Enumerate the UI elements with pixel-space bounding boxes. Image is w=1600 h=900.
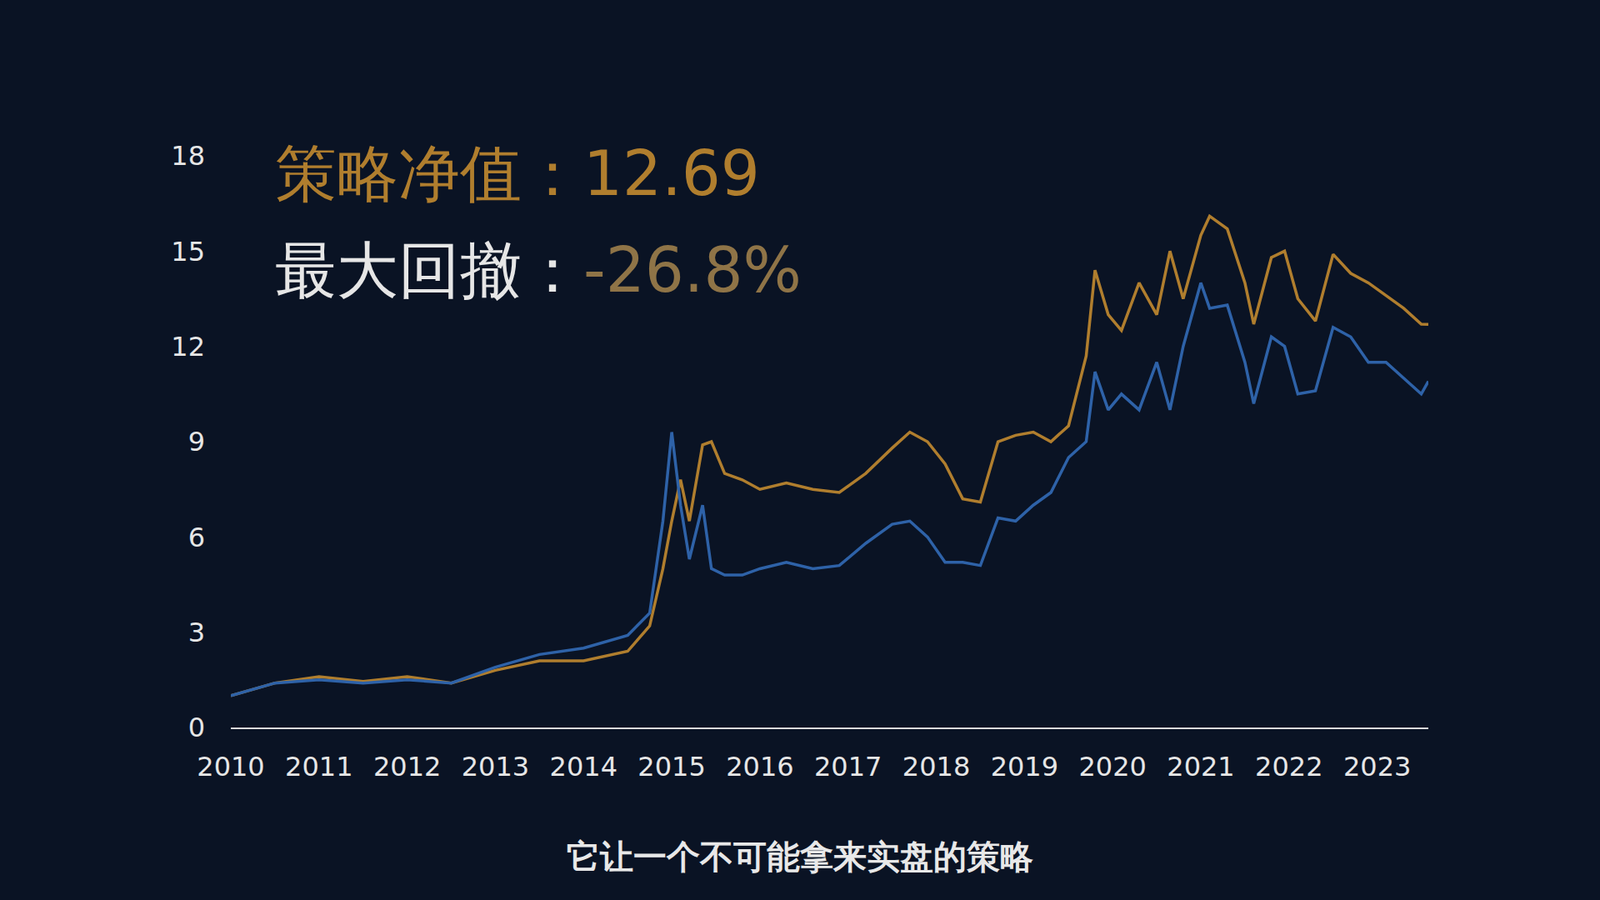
svg-text:0: 0: [188, 711, 205, 744]
svg-text:2014: 2014: [550, 750, 618, 783]
svg-text:2013: 2013: [461, 750, 530, 783]
svg-text:2011: 2011: [285, 750, 353, 783]
svg-text:2018: 2018: [902, 750, 970, 783]
svg-text:2022: 2022: [1255, 750, 1323, 783]
svg-text:6: 6: [188, 521, 205, 554]
svg-text:2017: 2017: [814, 750, 882, 783]
svg-text:2019: 2019: [990, 750, 1059, 783]
svg-text:3: 3: [188, 616, 205, 649]
svg-text:12: 12: [170, 330, 205, 363]
svg-text:2012: 2012: [373, 750, 441, 783]
svg-text:2021: 2021: [1166, 750, 1235, 783]
svg-text:策略净值：12.69: 策略净值：12.69: [275, 137, 760, 210]
svg-text:2010: 2010: [196, 750, 265, 783]
svg-text:18: 18: [170, 140, 205, 172]
svg-text:它让一个不可能拿来实盘的策略: 它让一个不可能拿来实盘的策略: [566, 837, 1034, 876]
svg-text:15: 15: [170, 235, 205, 268]
svg-text:2023: 2023: [1343, 750, 1411, 783]
svg-text:2015: 2015: [637, 750, 705, 783]
svg-text:9: 9: [188, 425, 205, 458]
svg-text:2016: 2016: [725, 750, 794, 783]
svg-text:2020: 2020: [1078, 750, 1146, 783]
svg-text:最大回撤：-26.8%: 最大回撤：-26.8%: [275, 234, 802, 306]
